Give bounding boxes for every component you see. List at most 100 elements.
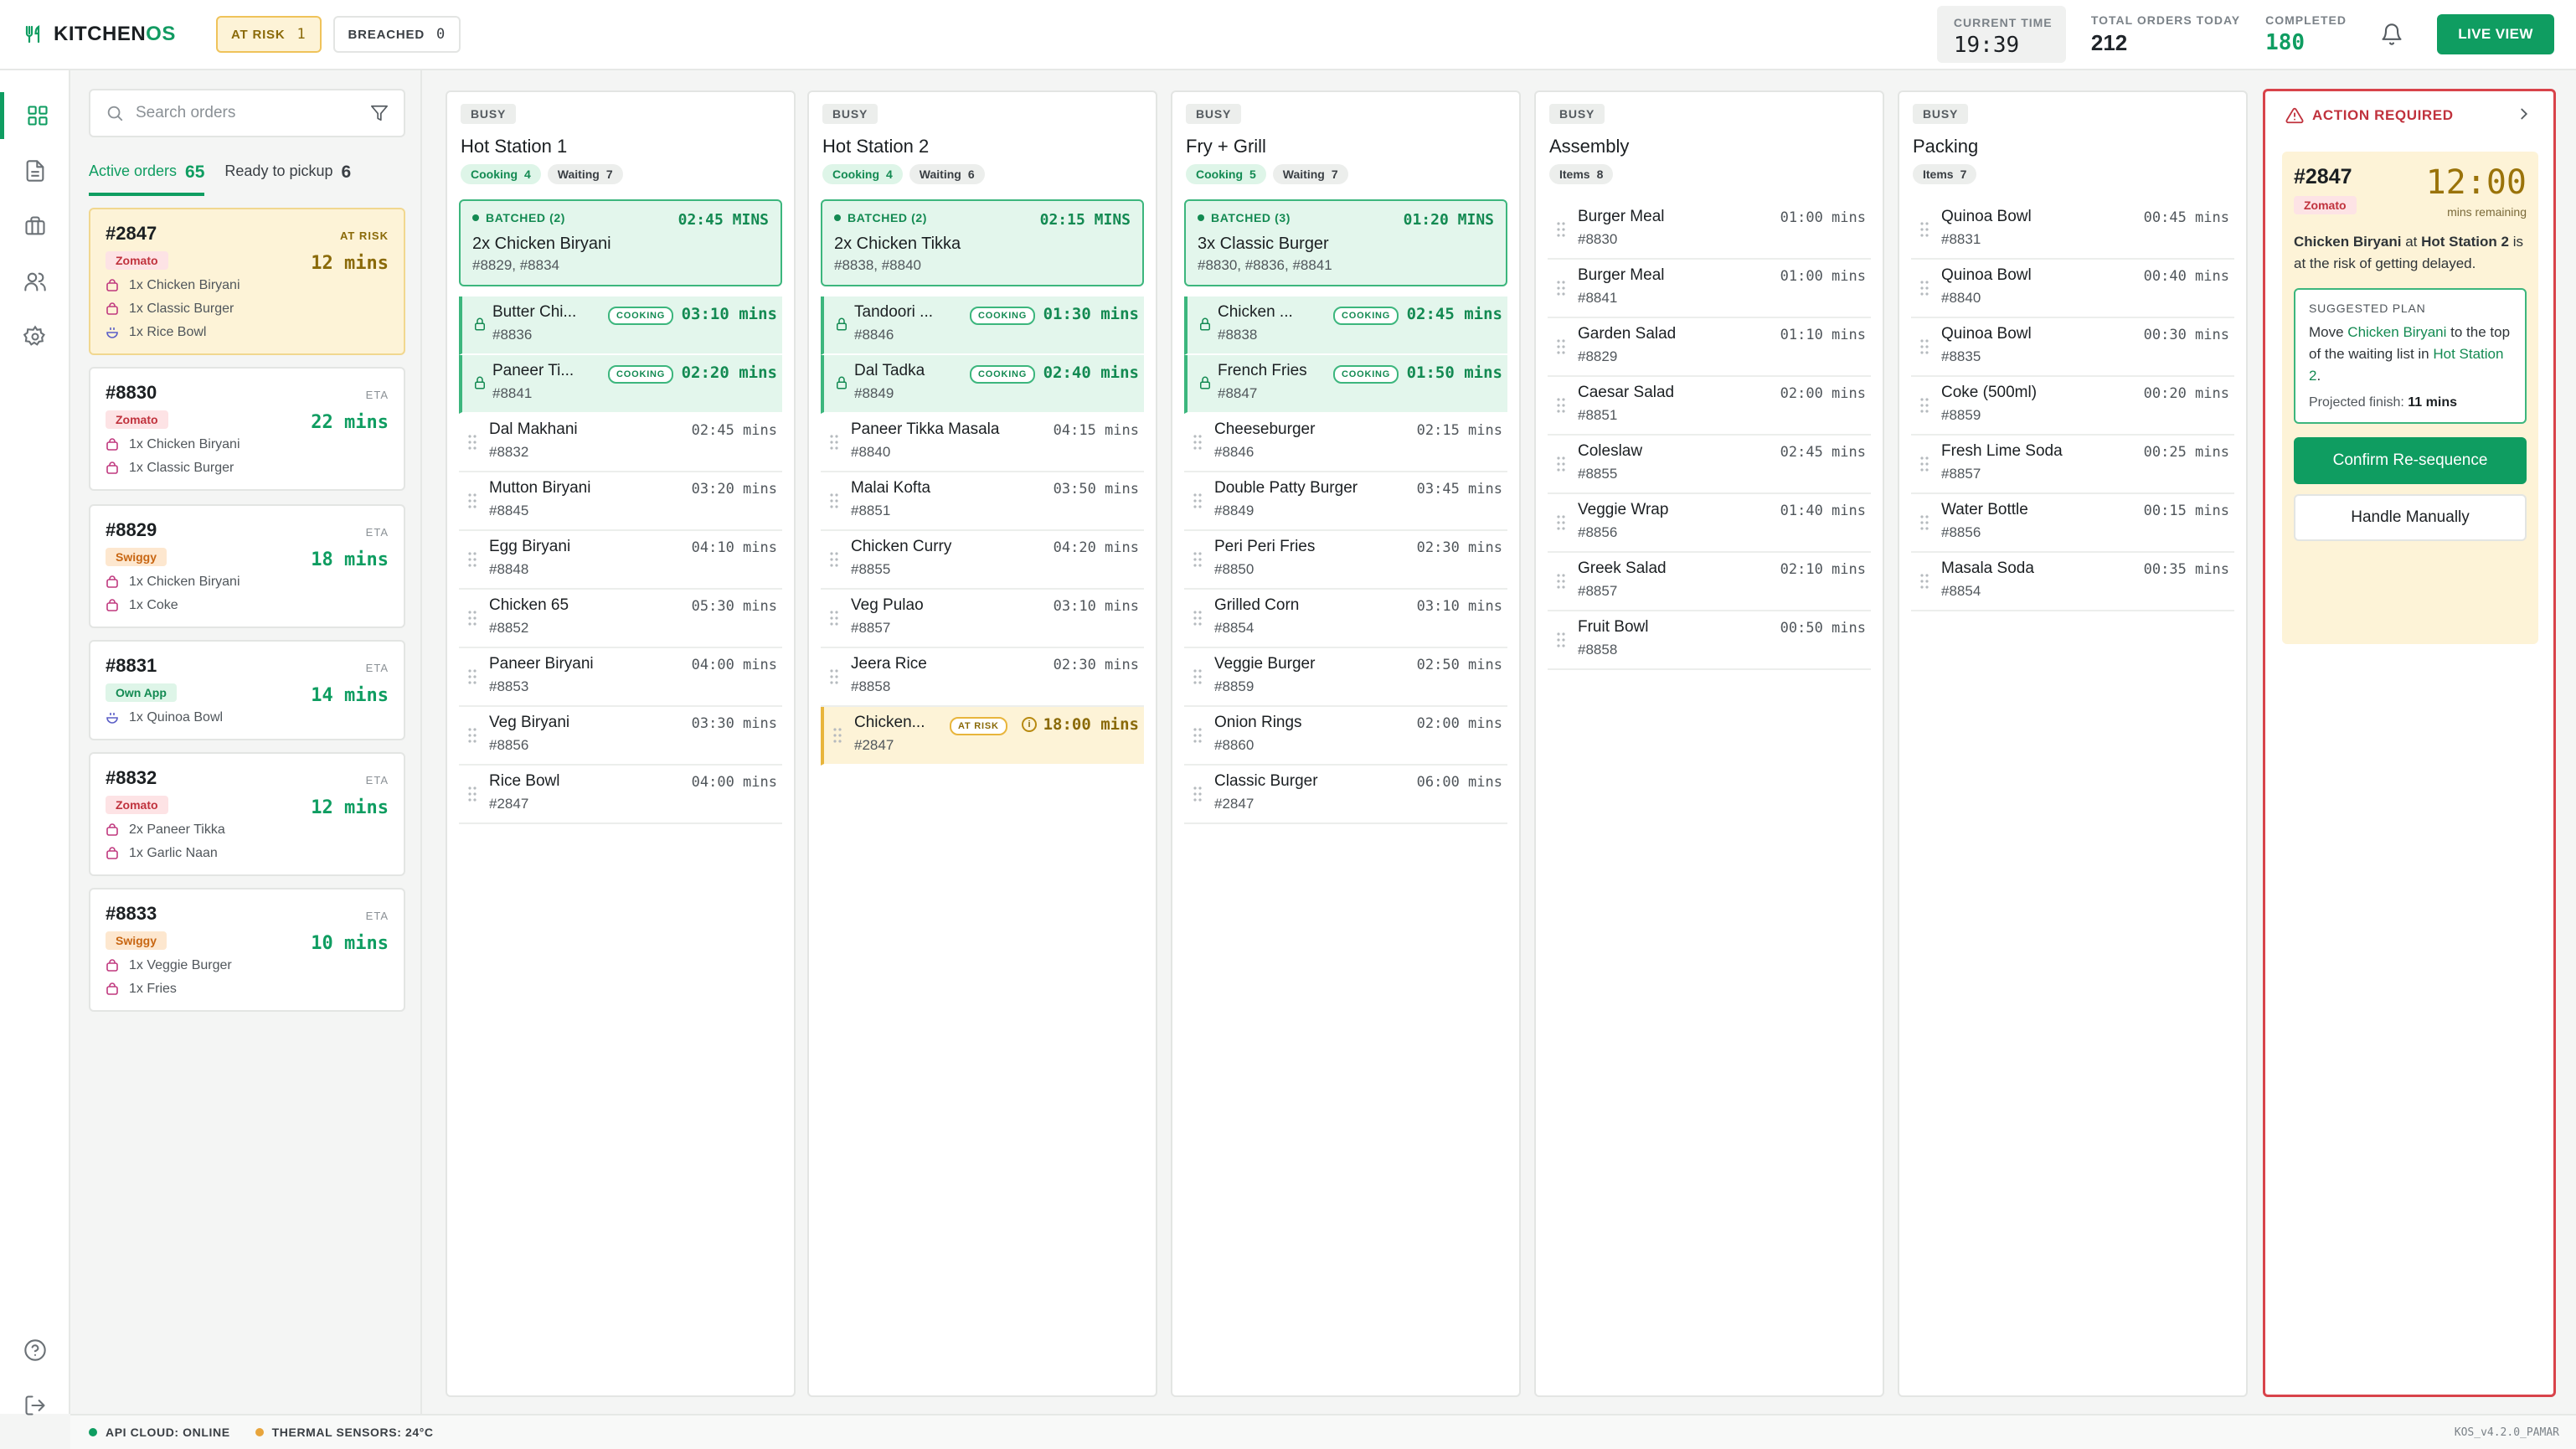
queue-item[interactable]: Chicken 65 #8852 05:30 mins [459, 590, 782, 648]
app-logo[interactable]: KITCHENOS [23, 23, 216, 46]
drag-handle-icon[interactable] [467, 727, 477, 744]
drag-handle-icon[interactable] [1556, 456, 1566, 472]
handle-manually-button[interactable]: Handle Manually [2294, 494, 2527, 541]
queue-item[interactable]: Water Bottle #8856 00:15 mins [1911, 494, 2234, 553]
drag-handle-icon[interactable] [1193, 551, 1203, 568]
drag-handle-icon[interactable] [1193, 727, 1203, 744]
queue-item[interactable]: Coke (500ml) #8859 00:20 mins [1911, 377, 2234, 436]
drag-handle-icon[interactable] [829, 610, 839, 627]
live-view-button[interactable]: LIVE VIEW [2437, 14, 2554, 54]
queue-item[interactable]: Jeera Rice #8858 02:30 mins [821, 648, 1144, 707]
drag-handle-icon[interactable] [1556, 397, 1566, 414]
chevron-right-icon[interactable] [2515, 105, 2533, 123]
order-card[interactable]: #2847 Zomato 1x Chicken Biryani 1x Classic … [89, 208, 405, 355]
drag-handle-icon[interactable] [829, 668, 839, 685]
drag-handle-icon[interactable] [1556, 573, 1566, 590]
queue-item[interactable]: Cheeseburger #8846 02:15 mins [1184, 414, 1507, 472]
nav-settings[interactable] [0, 313, 70, 360]
queue-item[interactable]: Greek Salad #8857 02:10 mins [1548, 553, 1871, 611]
nav-staff[interactable] [0, 258, 70, 305]
queue-item[interactable]: Chicken ... #8838 02:45 mins COOKING [1184, 297, 1507, 355]
queue-item[interactable]: Dal Makhani #8832 02:45 mins [459, 414, 782, 472]
queue-item[interactable]: Fresh Lime Soda #8857 00:25 mins [1911, 436, 2234, 494]
drag-handle-icon[interactable] [1556, 280, 1566, 297]
drag-handle-icon[interactable] [1556, 338, 1566, 355]
info-icon[interactable]: i [1022, 717, 1037, 732]
queue-item[interactable]: Quinoa Bowl #8835 00:30 mins [1911, 318, 2234, 377]
queue-item[interactable]: Butter Chi... #8836 03:10 mins COOKING [459, 297, 782, 355]
queue-item[interactable]: Classic Burger #2847 06:00 mins [1184, 766, 1507, 824]
queue-item[interactable]: Burger Meal #8830 01:00 mins [1548, 201, 1871, 260]
drag-handle-icon[interactable] [1919, 456, 1929, 472]
queue-item[interactable]: French Fries #8847 01:50 mins COOKING [1184, 355, 1507, 414]
queue-item[interactable]: Egg Biryani #8848 04:10 mins [459, 531, 782, 590]
batch-card[interactable]: BATCHED (3) 01:20 MINS 3x Classic Burger #8… [1184, 199, 1507, 286]
order-card[interactable]: #8833 Swiggy 1x Veggie Burger 1x Fries ETA 10… [89, 888, 405, 1012]
drag-handle-icon[interactable] [829, 434, 839, 451]
order-card[interactable]: #8830 Zomato 1x Chicken Biryani 1x Classic … [89, 367, 405, 491]
drag-handle-icon[interactable] [1919, 280, 1929, 297]
breached-filter[interactable]: BREACHED 0 [332, 16, 461, 53]
queue-item[interactable]: Quinoa Bowl #8831 00:45 mins [1911, 201, 2234, 260]
confirm-resequence-button[interactable]: Confirm Re-sequence [2294, 437, 2527, 484]
drag-handle-icon[interactable] [467, 434, 477, 451]
queue-item[interactable]: Mutton Biryani #8845 03:20 mins [459, 472, 782, 531]
drag-handle-icon[interactable] [467, 492, 477, 509]
drag-handle-icon[interactable] [829, 492, 839, 509]
queue-item[interactable]: Veggie Wrap #8856 01:40 mins [1548, 494, 1871, 553]
nav-inventory[interactable] [0, 203, 70, 250]
drag-handle-icon[interactable] [1919, 514, 1929, 531]
order-card[interactable]: #8832 Zomato 2x Paneer Tikka 1x Garlic Naan… [89, 752, 405, 876]
drag-handle-icon[interactable] [1919, 338, 1929, 355]
order-card[interactable]: #8829 Swiggy 1x Chicken Biryani 1x Coke ETA 1… [89, 504, 405, 628]
drag-handle-icon[interactable] [832, 727, 842, 744]
drag-handle-icon[interactable] [1556, 221, 1566, 238]
drag-handle-icon[interactable] [1193, 786, 1203, 802]
drag-handle-icon[interactable] [1193, 492, 1203, 509]
drag-handle-icon[interactable] [467, 668, 477, 685]
tab-active-orders[interactable]: Active orders 65 [89, 157, 205, 196]
queue-item[interactable]: Masala Soda #8854 00:35 mins [1911, 553, 2234, 611]
drag-handle-icon[interactable] [467, 610, 477, 627]
drag-handle-icon[interactable] [1193, 610, 1203, 627]
queue-item[interactable]: Veg Pulao #8857 03:10 mins [821, 590, 1144, 648]
batch-card[interactable]: BATCHED (2) 02:45 MINS 2x Chicken Biryani #… [459, 199, 782, 286]
queue-item[interactable]: Chicken... #2847 18:00 mins AT RISK i [821, 707, 1144, 766]
drag-handle-icon[interactable] [1556, 514, 1566, 531]
queue-item[interactable]: Burger Meal #8841 01:00 mins [1548, 260, 1871, 318]
nav-orders[interactable] [0, 147, 70, 194]
search-input[interactable] [136, 104, 362, 122]
bell-icon[interactable] [2380, 23, 2403, 46]
queue-item[interactable]: Double Patty Burger #8849 03:45 mins [1184, 472, 1507, 531]
drag-handle-icon[interactable] [1919, 573, 1929, 590]
drag-handle-icon[interactable] [1919, 397, 1929, 414]
drag-handle-icon[interactable] [829, 551, 839, 568]
nav-help[interactable] [0, 1327, 70, 1374]
drag-handle-icon[interactable] [467, 551, 477, 568]
drag-handle-icon[interactable] [1193, 668, 1203, 685]
drag-handle-icon[interactable] [1556, 632, 1566, 648]
queue-item[interactable]: Onion Rings #8860 02:00 mins [1184, 707, 1507, 766]
queue-item[interactable]: Dal Tadka #8849 02:40 mins COOKING [821, 355, 1144, 414]
queue-item[interactable]: Quinoa Bowl #8840 00:40 mins [1911, 260, 2234, 318]
nav-logout[interactable] [0, 1382, 70, 1429]
drag-handle-icon[interactable] [1193, 434, 1203, 451]
queue-item[interactable]: Chicken Curry #8855 04:20 mins [821, 531, 1144, 590]
queue-item[interactable]: Peri Peri Fries #8850 02:30 mins [1184, 531, 1507, 590]
queue-item[interactable]: Tandoori ... #8846 01:30 mins COOKING [821, 297, 1144, 355]
batch-card[interactable]: BATCHED (2) 02:15 MINS 2x Chicken Tikka #88… [821, 199, 1144, 286]
queue-item[interactable]: Paneer Ti... #8841 02:20 mins COOKING [459, 355, 782, 414]
queue-item[interactable]: Paneer Tikka Masala #8840 04:15 mins [821, 414, 1144, 472]
at-risk-filter[interactable]: AT RISK 1 [216, 16, 322, 53]
queue-item[interactable]: Malai Kofta #8851 03:50 mins [821, 472, 1144, 531]
tab-ready-to-pickup[interactable]: Ready to pickup 6 [224, 157, 351, 196]
queue-item[interactable]: Fruit Bowl #8858 00:50 mins [1548, 611, 1871, 670]
queue-item[interactable]: Garden Salad #8829 01:10 mins [1548, 318, 1871, 377]
queue-item[interactable]: Coleslaw #8855 02:45 mins [1548, 436, 1871, 494]
queue-item[interactable]: Grilled Corn #8854 03:10 mins [1184, 590, 1507, 648]
queue-item[interactable]: Paneer Biryani #8853 04:00 mins [459, 648, 782, 707]
queue-item[interactable]: Caesar Salad #8851 02:00 mins [1548, 377, 1871, 436]
drag-handle-icon[interactable] [1919, 221, 1929, 238]
drag-handle-icon[interactable] [467, 786, 477, 802]
nav-dashboard[interactable] [0, 92, 70, 139]
